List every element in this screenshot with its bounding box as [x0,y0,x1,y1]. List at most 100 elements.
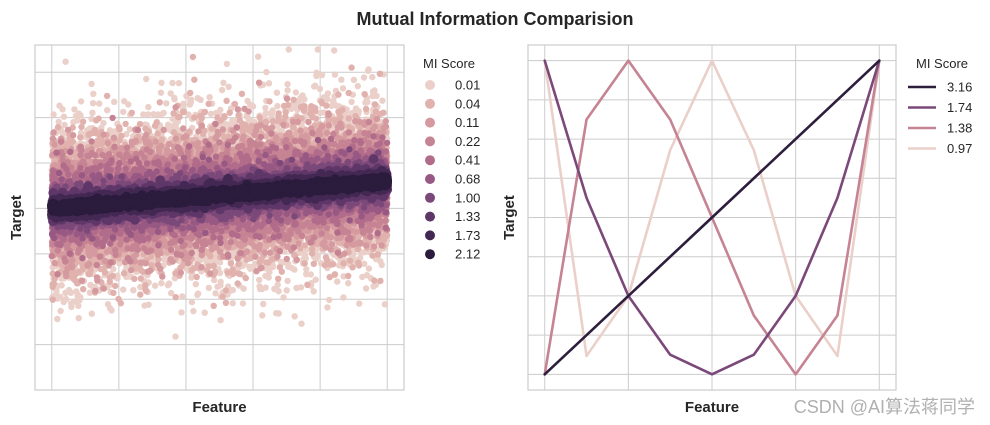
scatter-point [155,111,161,117]
scatter-point [262,284,268,290]
scatter-point [280,294,286,300]
scatter-point [145,111,151,117]
scatter-point [90,100,96,106]
scatter-point [89,311,95,317]
scatter-point [217,317,223,323]
scatter-point [193,281,199,287]
scatter-point [75,292,81,298]
scatter-point [259,312,265,318]
scatter-point [62,290,68,296]
scatter-point [369,74,375,80]
scatter-point [332,71,338,77]
scatter-point [104,107,110,113]
scatter-point [77,112,83,118]
scatter-point [379,98,385,104]
scatter-point [76,297,82,303]
scatter-panel: Feature Target MI Score 0.010.040.110.22… [8,45,480,416]
scatter-point [54,316,60,322]
scatter-point [212,290,218,296]
scatter-point [76,315,82,321]
scatter-point [152,283,158,289]
scatter-point [256,283,262,289]
scatter-point [366,265,372,271]
scatter-point [319,72,325,78]
scatter-point [158,80,164,86]
scatter-points [47,46,392,340]
scatter-point [96,100,102,106]
scatter-point [325,90,331,96]
scatter-point [176,80,182,86]
scatter-point [284,81,290,87]
scatter-point [179,293,185,299]
scatter-point [219,87,225,93]
scatter-point [255,54,261,60]
scatter-point [59,106,65,112]
scatter-point [331,47,337,53]
figure-title: Mutual Information Comparision [357,9,634,29]
scatter-point [202,310,208,316]
scatter-point [70,119,76,125]
scatter-point [326,297,332,303]
scatter-point [313,277,319,283]
scatter-point [266,269,272,275]
scatter-point [345,280,351,286]
scatter-point [292,313,298,319]
scatter-point [195,290,201,296]
scatter-point [355,83,361,89]
scatter-point [298,284,304,290]
scatter-point [141,302,147,308]
scatter-point [370,89,376,95]
scatter-point [127,126,133,132]
scatter-point [240,300,246,306]
scatter-point [89,110,95,116]
scatter-point [225,84,231,90]
scatter-point [361,74,367,80]
scatter-point [230,300,236,306]
scatter-point [107,305,113,311]
scatter-point [260,301,266,307]
scatter-point [340,294,346,300]
scatter-point [266,80,272,86]
scatter-point [71,106,77,112]
scatter-point [169,80,175,86]
scatter-point [299,92,305,98]
scatter-point [315,46,321,52]
scatter-point [263,110,269,116]
scatter-point [270,107,276,113]
scatter-point [250,103,256,109]
scatter-point [365,68,371,74]
scatter-point [224,61,230,67]
scatter-point [57,294,63,300]
scatter-point [311,288,317,294]
scatter-point [338,77,344,83]
scatter-point [206,285,212,291]
scatter-point [158,90,164,96]
scatter-point [57,308,63,314]
scatter-point [120,109,126,115]
scatter-point [78,98,84,104]
scatter-point [120,286,126,292]
scatter-point [284,87,290,93]
scatter-point [188,97,194,103]
scatter-point [266,274,272,280]
scatter-point [284,287,290,293]
scatter-point [312,83,318,89]
scatter-point [125,101,131,107]
scatter-point [111,99,117,105]
scatter-point [178,309,184,315]
scatter-point [206,94,212,100]
scatter-point [88,81,94,87]
scatter-point [348,99,354,105]
scatter-point [208,111,214,117]
scatter-point [276,310,282,316]
scatter-point [351,77,357,83]
scatter-point [171,95,177,101]
scatter-point [293,89,299,95]
scatter-point [286,46,292,52]
scatter-point [356,300,362,306]
scatter-point [313,73,319,79]
scatter-point [217,282,223,288]
scatter-point [382,301,388,307]
scatter-point [50,111,56,117]
